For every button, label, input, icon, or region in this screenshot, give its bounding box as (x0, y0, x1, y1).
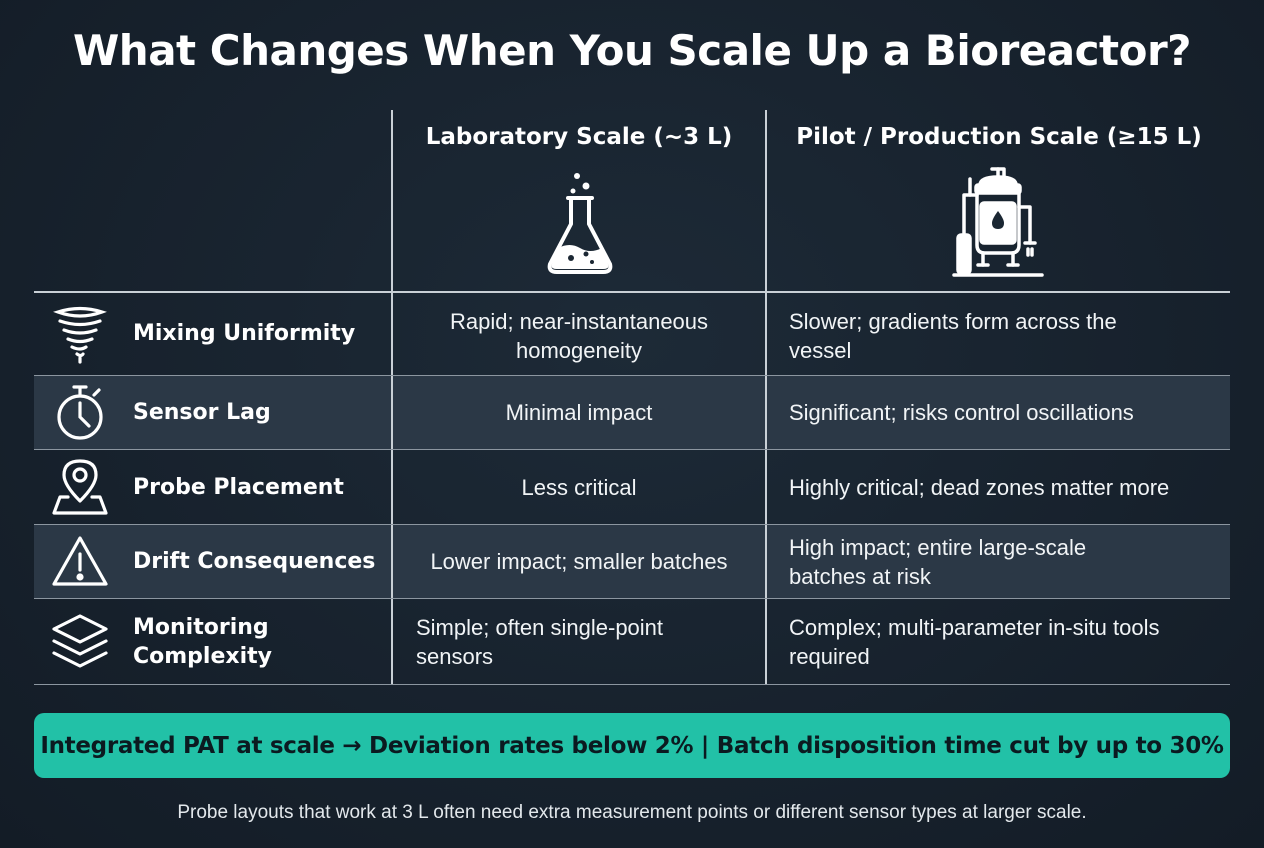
row-label-sensor-lag: Sensor Lag (133, 400, 271, 425)
row-divider (34, 524, 1230, 525)
stopwatch-icon (50, 383, 110, 443)
row-divider (34, 375, 1230, 376)
column-header-pilot: Pilot / Production Scale (≥15 L) (796, 124, 1202, 150)
cell-text: High impact; entire large-scale batches … (789, 534, 1087, 589)
cell-text: Rapid; near-instantaneous homogeneity (449, 309, 709, 363)
row-label-monitoring-complexity: Monitoring Complexity (133, 615, 272, 669)
footer-note: Probe layouts that work at 3 L often nee… (177, 802, 1087, 823)
column-header-lab: Laboratory Scale (~3 L) (425, 124, 733, 150)
cell-lab-mixing-uniformity: Rapid; near-instantaneous homogeneity (394, 300, 764, 372)
highlight-banner: Integrated PAT at scale → Deviation rate… (34, 713, 1230, 778)
cell-text: Simple; often single-point sensors (416, 614, 664, 669)
row-label-drift-consequences: Drift Consequences (133, 549, 376, 574)
cell-lab-drift-consequences: Lower impact; smaller batches (394, 525, 764, 598)
page-title: What Changes When You Scale Up a Bioreac… (72, 26, 1192, 75)
cell-text: Lower impact; smaller batches (430, 549, 728, 574)
row-divider (34, 598, 1230, 599)
cell-pilot-sensor-lag: Significant; risks control oscillations (789, 376, 1225, 449)
vortex-icon (50, 304, 110, 364)
cell-pilot-probe-placement: Highly critical; dead zones matter more (789, 450, 1225, 524)
cell-text: Slower; gradients form across the vessel (789, 309, 1117, 363)
row-divider (34, 449, 1230, 450)
cell-pilot-monitoring-complexity: Complex; multi-parameter in-situ tools r… (789, 599, 1225, 684)
cell-text: Highly critical; dead zones matter more (789, 474, 1170, 500)
row-label-probe-placement: Probe Placement (133, 475, 344, 500)
map-pin-icon (50, 457, 110, 517)
cell-text: Significant; risks control oscillations (789, 400, 1134, 425)
row-shade-sensor-lag (34, 376, 1230, 449)
cell-lab-sensor-lag: Minimal impact (394, 376, 764, 449)
bioreactor-vessel-icon (950, 165, 1046, 280)
cell-text: Minimal impact (505, 400, 653, 425)
cell-lab-probe-placement: Less critical (394, 450, 764, 524)
cell-lab-monitoring-complexity: Simple; often single-point sensors (394, 599, 764, 684)
header-divider (34, 291, 1230, 293)
cell-text: Complex; multi-parameter in-situ tools r… (789, 614, 1160, 669)
cell-pilot-mixing-uniformity: Slower; gradients form across the vessel (789, 300, 1225, 372)
row-divider (34, 684, 1230, 685)
column-divider-lab (391, 110, 393, 685)
cell-pilot-drift-consequences: High impact; entire large-scale batches … (789, 525, 1225, 598)
warning-icon (50, 532, 110, 592)
flask-icon (540, 168, 620, 278)
cell-text: Less critical (521, 474, 637, 500)
row-shade-drift (34, 525, 1230, 598)
layers-icon (50, 612, 110, 672)
column-divider-pilot (765, 110, 767, 685)
row-label-mixing-uniformity: Mixing Uniformity (133, 321, 356, 346)
